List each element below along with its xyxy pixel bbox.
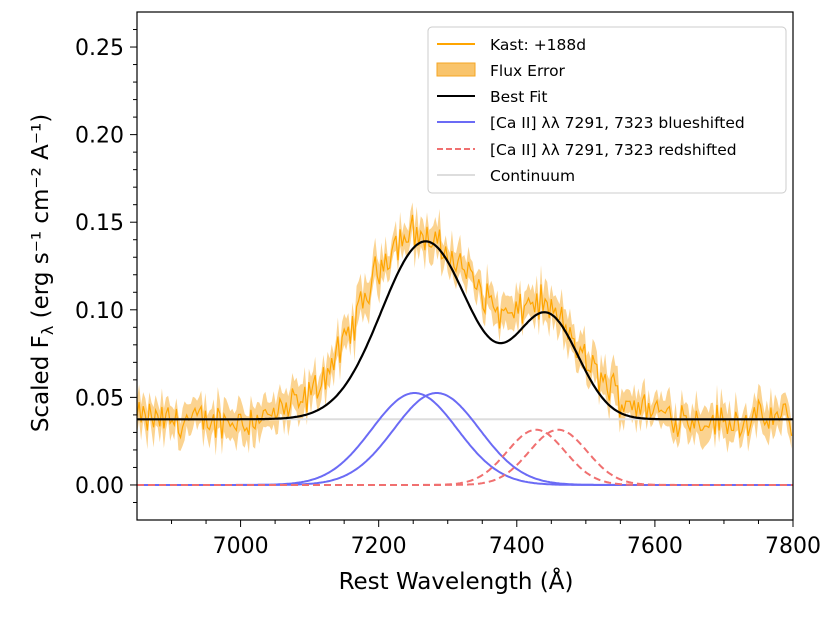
- x-axis: 7000 7200 7400 7600 7800: [171, 520, 821, 559]
- y-tick-label: 0.05: [75, 386, 124, 411]
- x-axis-label: Rest Wavelength (Å): [339, 567, 574, 595]
- legend: Kast: +188d Flux Error Best Fit [Ca II] …: [427, 26, 787, 194]
- series-kast-188d: [137, 214, 793, 440]
- x-tick-label: 7000: [213, 534, 269, 559]
- y-axis-label-prefix: Scaled F: [28, 335, 54, 432]
- y-tick-label: 0.00: [75, 474, 124, 499]
- flux-error-band: [137, 202, 792, 456]
- legend-label-continuum: Continuum: [490, 167, 575, 185]
- y-tick-label: 0.15: [75, 211, 124, 236]
- x-tick-label: 7800: [765, 534, 821, 559]
- legend-box: [427, 26, 787, 194]
- y-axis-label: Scaled Fλ (erg s⁻¹ cm⁻² A⁻¹): [28, 114, 57, 432]
- series-best-fit: [137, 240, 793, 421]
- x-tick-label: 7200: [351, 534, 407, 559]
- plot-frame: [136, 11, 794, 521]
- component-red-2: [137, 428, 793, 486]
- legend-swatch-flux-error: [436, 62, 476, 77]
- y-axis-label-units: (erg s⁻¹ cm⁻² A⁻¹): [28, 114, 54, 326]
- legend-label-redshifted: [Ca II] λλ 7291, 7323 redshifted: [490, 141, 737, 159]
- legend-label-blueshifted: [Ca II] λλ 7291, 7323 blueshifted: [490, 114, 745, 132]
- y-axis: 0.00 0.05 0.10 0.15 0.20 0.25: [75, 29, 137, 503]
- y-axis-label-sub: λ: [38, 326, 57, 335]
- y-tick-label: 0.20: [75, 124, 124, 149]
- x-tick-label: 7600: [627, 534, 683, 559]
- legend-label-flux-error: Flux Error: [490, 62, 566, 80]
- legend-label-best-fit: Best Fit: [490, 88, 547, 106]
- legend-label-kast: Kast: +188d: [490, 36, 586, 54]
- x-tick-label: 7400: [489, 534, 545, 559]
- y-tick-label: 0.10: [75, 299, 124, 324]
- plot-area: [137, 202, 793, 486]
- y-tick-label: 0.25: [75, 36, 124, 61]
